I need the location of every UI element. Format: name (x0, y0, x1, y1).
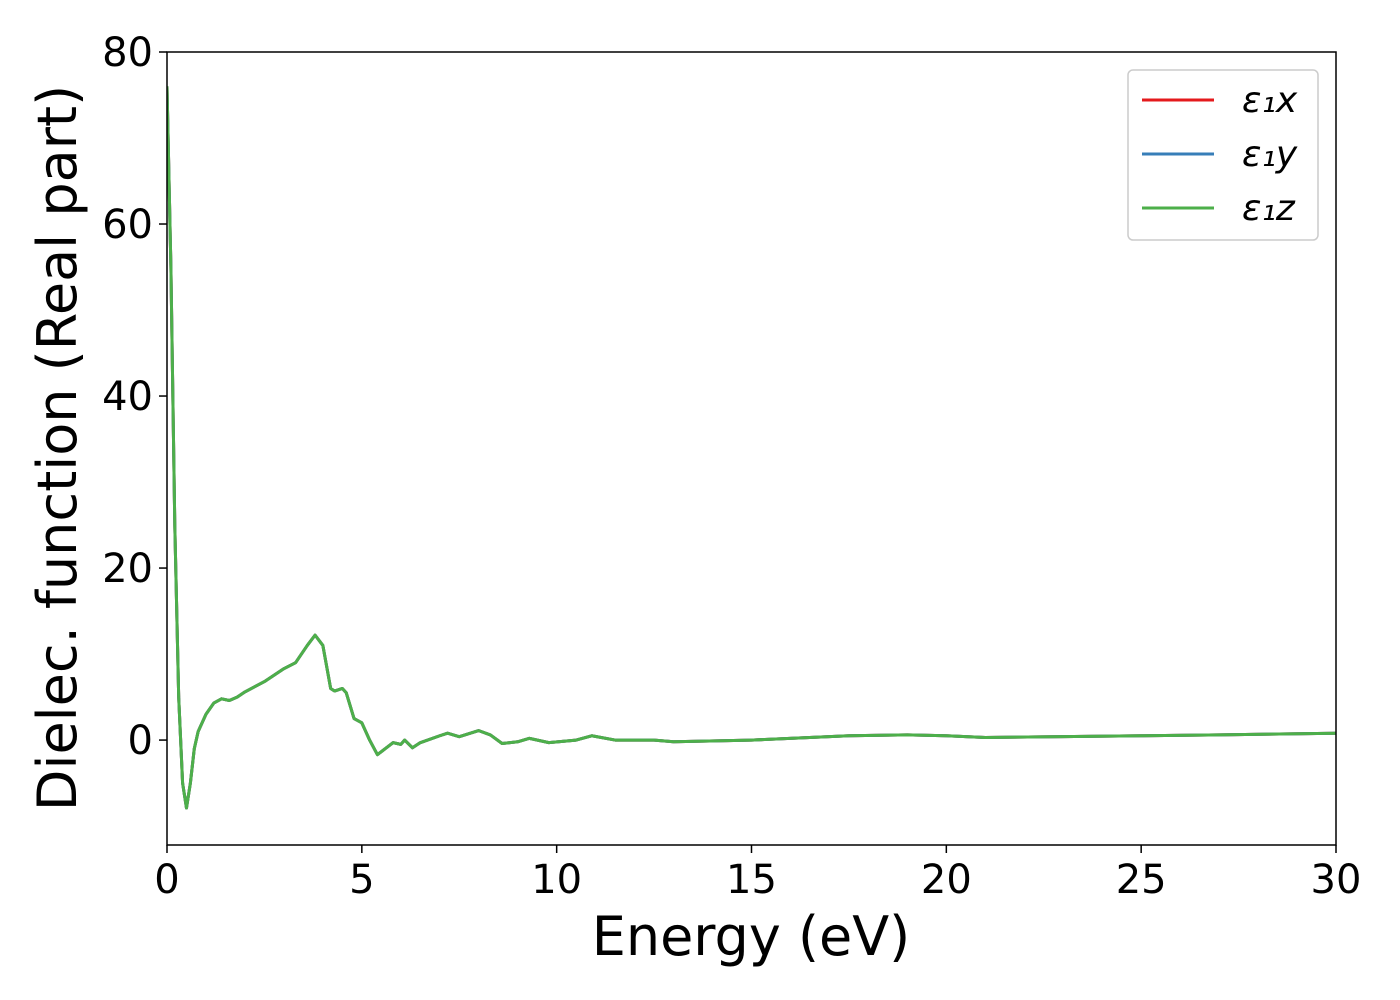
x-tick-label: 5 (349, 857, 374, 903)
x-tick-label: 30 (1311, 857, 1362, 903)
series-line (167, 86, 1336, 810)
legend-box (1127, 69, 1319, 241)
y-tick-label: 60 (102, 202, 153, 248)
x-tick-label: 20 (921, 857, 972, 903)
y-tick-label: 80 (102, 30, 153, 76)
x-axis-label: Energy (eV) (592, 905, 911, 968)
legend-label: ε₁z (1242, 188, 1296, 229)
y-tick-label: 20 (102, 546, 153, 592)
plot-frame (166, 51, 1337, 846)
x-tick-label: 0 (154, 857, 179, 903)
x-tick-label: 15 (726, 857, 777, 903)
y-axis-label: Dielec. function (Real part) (26, 85, 89, 811)
y-tick-label: 0 (128, 718, 153, 764)
x-tick-label: 10 (531, 857, 582, 903)
legend-label: ε₁y (1242, 134, 1298, 175)
legend-label: ε₁x (1242, 80, 1298, 121)
x-tick-label: 25 (1116, 857, 1167, 903)
y-tick-label: 40 (102, 374, 153, 420)
